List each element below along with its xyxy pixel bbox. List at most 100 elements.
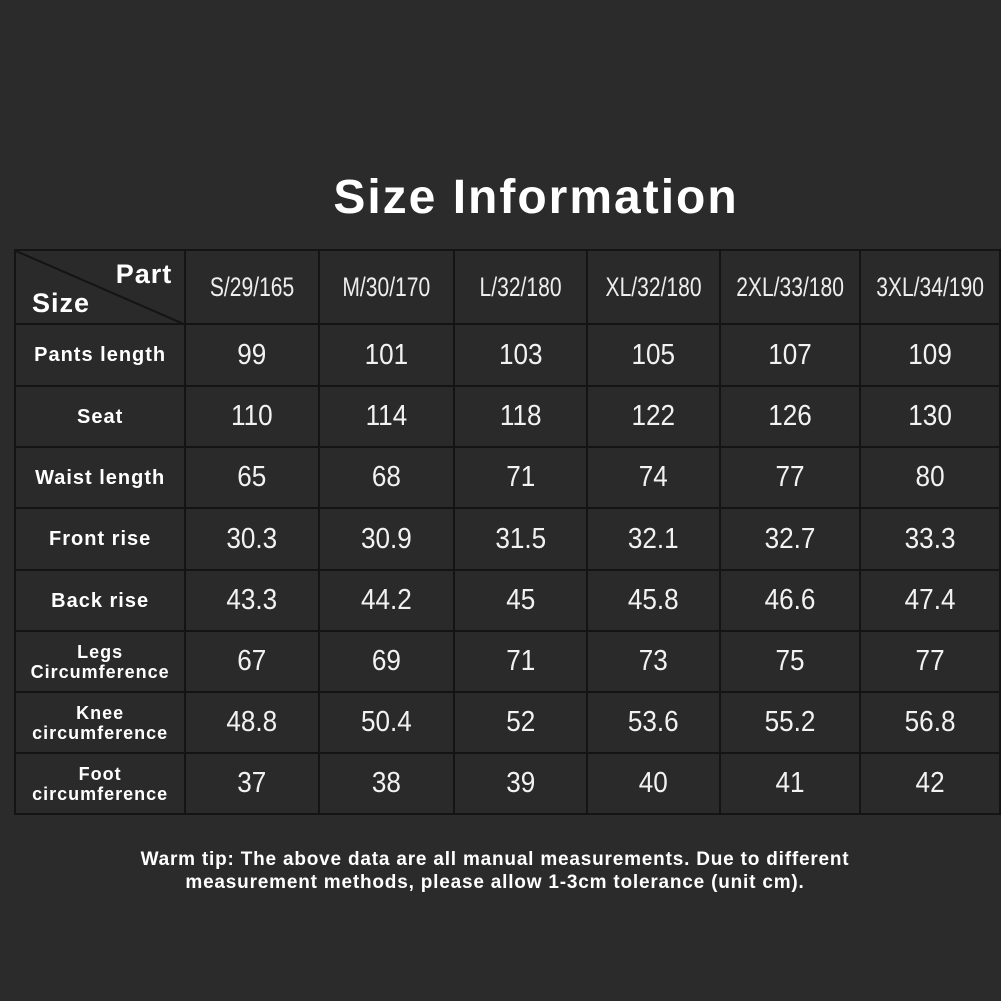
value-cell: 43.3 (184, 569, 320, 632)
value-text: 75 (775, 645, 805, 677)
table-row: Pants length 99 101 103 105 107 109 (13, 323, 1001, 387)
row-header-label: Waist length (35, 466, 166, 489)
value-text: 37 (237, 767, 267, 799)
value-text: 47.4 (904, 584, 956, 616)
column-header-label: S/29/165 (209, 271, 295, 302)
value-cell: 109 (858, 323, 1001, 387)
value-cell: 56.8 (858, 691, 1001, 754)
value-cell: 126 (718, 385, 861, 448)
value-text: 50.4 (360, 706, 412, 738)
value-cell: 68 (317, 446, 455, 509)
row-header-label: Foot (78, 763, 122, 784)
row-header-label: Legs (77, 641, 124, 662)
value-cell: 50.4 (317, 691, 455, 754)
value-cell: 47.4 (858, 569, 1001, 632)
value-cell: 107 (718, 323, 861, 387)
column-header: 2XL/33/180 (718, 249, 861, 325)
value-text: 45.8 (628, 584, 679, 616)
value-cell: 30.9 (317, 507, 455, 571)
value-text: 69 (371, 645, 401, 677)
row-header: Waist length (13, 446, 187, 509)
table-row: Foot circumference 37 38 39 40 41 42 (13, 752, 1001, 815)
value-text: 48.8 (226, 706, 278, 738)
corner-part-label: Part (115, 259, 173, 289)
table-row: Front rise 30.3 30.9 31.5 32.1 32.7 33.3 (13, 507, 1001, 571)
value-cell: 48.8 (184, 691, 320, 754)
value-text: 80 (915, 461, 945, 493)
value-text: 52 (505, 706, 535, 738)
value-text: 71 (505, 645, 535, 677)
row-header-label: circumference (32, 722, 169, 743)
value-text: 42 (915, 767, 945, 799)
corner-size-label: Size (32, 288, 91, 318)
value-text: 67 (237, 645, 267, 677)
row-header-label: Back rise (51, 589, 150, 612)
column-header: M/30/170 (317, 249, 455, 325)
value-text: 73 (638, 645, 668, 677)
value-text: 30.9 (360, 522, 412, 555)
value-cell: 39 (452, 752, 589, 815)
row-header-label: Front rise (49, 528, 152, 550)
row-header: Foot circumference (13, 752, 187, 815)
value-cell: 30.3 (184, 507, 320, 571)
value-cell: 122 (586, 385, 721, 448)
value-cell: 32.7 (718, 507, 861, 571)
value-text: 126 (767, 400, 812, 432)
value-cell: 65 (184, 446, 320, 509)
table-row: Legs Circumference 67 69 71 73 75 77 (13, 630, 1001, 693)
value-text: 105 (631, 338, 676, 371)
column-header-label: XL/32/180 (605, 271, 702, 302)
value-text: 118 (499, 400, 542, 432)
value-cell: 67 (184, 630, 320, 693)
warm-tip-line: Warm tip: The above data are all manual … (140, 849, 850, 870)
value-cell: 130 (858, 385, 1001, 448)
value-cell: 55.2 (718, 691, 861, 754)
value-text: 56.8 (904, 706, 956, 738)
value-text: 53.6 (628, 706, 679, 738)
value-text: 32.1 (628, 522, 679, 555)
row-header: Front rise (13, 507, 187, 571)
value-cell: 114 (317, 385, 455, 448)
row-header: Knee circumference (13, 691, 187, 754)
value-cell: 105 (586, 323, 721, 387)
value-text: 55.2 (764, 706, 816, 738)
value-text: 77 (915, 645, 945, 677)
value-text: 122 (631, 400, 676, 432)
value-text: 99 (237, 338, 267, 371)
value-cell: 46.6 (718, 569, 861, 632)
warm-tip-line: measurement methods, please allow 1-3cm … (185, 872, 805, 893)
size-table: Part Size S/29/165 M/30/170 L/32/180 XL/32/… (13, 249, 1001, 815)
value-cell: 52 (452, 691, 589, 754)
row-header: Seat (13, 385, 187, 448)
value-cell: 101 (317, 323, 455, 387)
value-cell: 99 (184, 323, 320, 387)
corner-cell: Part Size (13, 249, 187, 325)
value-cell: 77 (718, 446, 861, 509)
row-header-label: Pants length (34, 344, 167, 366)
row-header-label: Circumference (30, 661, 170, 682)
value-text: 32.7 (764, 522, 816, 555)
value-cell: 33.3 (858, 507, 1001, 571)
column-header-label: 2XL/33/180 (735, 271, 844, 302)
value-cell: 42 (858, 752, 1001, 815)
table-row: Waist length 65 68 71 74 77 80 (13, 446, 1001, 509)
value-cell: 44.2 (317, 569, 455, 632)
value-text: 33.3 (904, 522, 956, 555)
value-text: 41 (775, 767, 805, 799)
value-cell: 69 (317, 630, 455, 693)
value-text: 43.3 (226, 584, 278, 616)
value-cell: 103 (452, 323, 589, 387)
value-text: 65 (237, 461, 267, 493)
value-cell: 118 (452, 385, 589, 448)
row-header: Legs Circumference (13, 630, 187, 693)
value-text: 30.3 (226, 522, 278, 555)
value-cell: 45.8 (586, 569, 721, 632)
value-cell: 75 (718, 630, 861, 693)
row-header-label: Seat (77, 405, 124, 428)
row-header: Back rise (13, 569, 187, 632)
value-cell: 53.6 (586, 691, 721, 754)
value-text: 46.6 (764, 584, 816, 616)
table-row: Back rise 43.3 44.2 45 45.8 46.6 47.4 (13, 569, 1001, 632)
row-header-label: Knee (76, 702, 125, 723)
value-cell: 31.5 (452, 507, 589, 571)
